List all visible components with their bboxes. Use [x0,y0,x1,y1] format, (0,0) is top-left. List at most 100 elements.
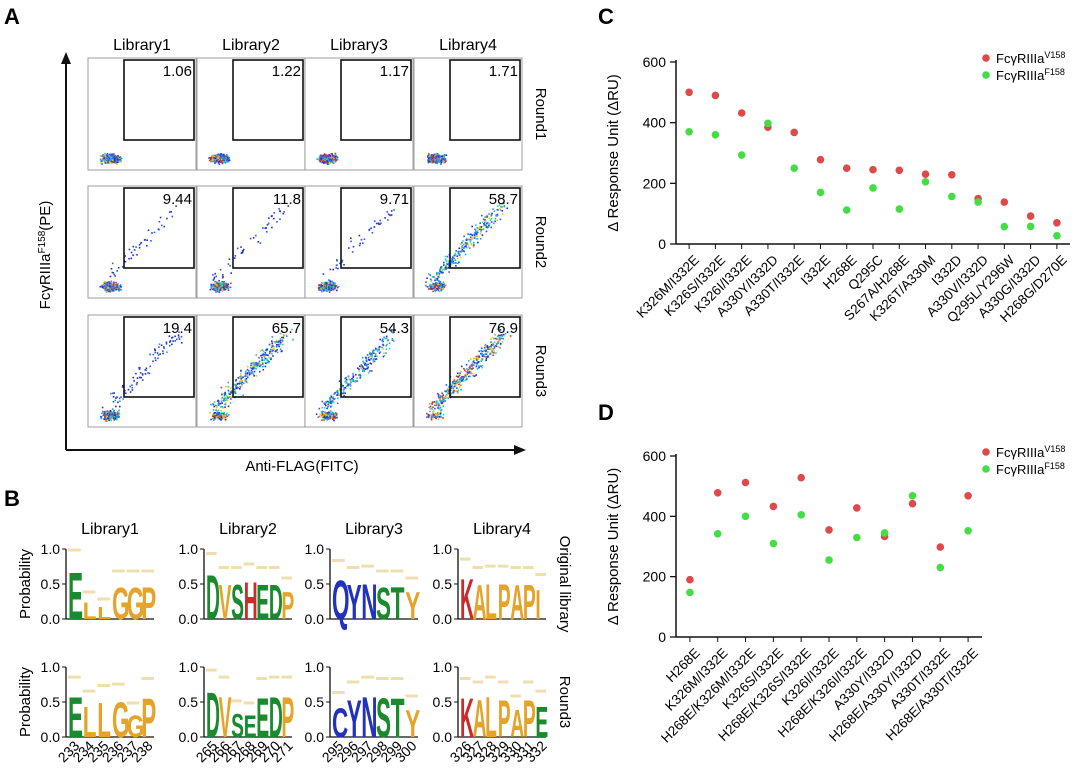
a-event-dot [114,156,116,158]
a-event-dot [435,289,437,291]
a-event-dot [223,415,225,418]
a-event-dot [215,404,217,407]
a-event-dot [335,391,338,393]
a-event-dot [478,350,480,353]
a-event-dot [325,400,327,403]
a-event-dot [438,396,440,399]
a-event-dot [115,397,117,399]
a-event-dot [279,332,282,335]
a-event-dot [322,162,325,164]
a-event-dot [107,287,109,289]
a-event-dot [332,401,335,403]
a-event-dot [112,157,115,160]
a-event-dot [387,219,389,221]
a-event-dot [139,372,142,374]
a-event-dot [389,214,391,217]
a-event-dot [432,412,435,415]
a-event-dot [345,385,348,387]
a-event-dot [385,345,387,347]
a-event-dot [250,362,253,365]
a-event-dot [477,229,479,231]
a-event-dot [352,376,354,378]
a-event-dot [329,397,332,400]
a-event-dot [115,288,117,291]
a-event-dot [133,249,136,251]
a-event-dot [445,259,447,262]
a-event-dot [486,214,488,217]
a-event-dot [323,284,325,287]
a-event-dot [253,370,256,373]
a-event-dot [323,417,325,420]
a-event-dot [115,415,118,418]
a-event-dot [115,155,117,158]
a-event-dot [250,364,252,367]
a-event-dot [455,250,457,252]
a-event-dot [209,288,212,291]
a-event-dot [352,375,355,377]
a-event-dot [253,362,256,364]
a-event-dot [336,394,338,396]
a-event-dot [350,381,352,384]
a-event-dot [322,155,324,158]
a-event-dot [499,208,501,210]
a-event-dot [325,287,327,289]
a-event-dot [220,289,222,291]
a-event-dot [375,222,378,225]
a-event-dot [117,416,120,418]
a-event-dot [368,351,371,354]
a-event-dot [213,284,216,287]
a-event-dot [228,393,230,395]
a-event-dot [440,156,443,159]
a-event-dot [241,381,244,384]
a-event-dot [432,284,434,287]
a-event-dot [326,415,328,418]
a-event-dot [339,394,341,397]
a-event-dot [330,159,332,162]
a-event-dot [499,343,502,346]
a-event-dot [480,229,482,232]
a-event-dot [234,390,237,393]
a-event-dot [234,255,237,257]
a-event-dot [318,289,321,291]
a-event-dot [159,216,162,219]
a-event-dot [116,161,119,164]
a-event-dot [264,352,267,354]
a-event-dot [467,372,470,374]
a-event-dot [433,160,436,162]
a-event-dot [158,343,161,345]
a-event-dot [110,155,112,158]
a-event-dot [367,358,370,361]
a-event-dot [439,397,442,399]
a-event-dot [329,280,332,282]
a-event-dot [440,155,443,158]
a-event-dot [434,412,437,415]
a-event-dot [506,207,508,210]
a-event-dot [473,375,476,377]
a-event-dot [127,388,130,391]
a-event-dot [329,413,331,415]
a-event-dot [439,413,442,416]
a-event-dot [223,411,225,414]
a-event-dot [487,222,489,224]
a-event-dot [328,413,330,415]
a-event-dot [219,268,222,271]
a-event-dot [222,286,225,288]
a-event-dot [213,414,216,416]
a-event-dot [227,160,230,163]
a-event-dot [487,351,489,353]
a-event-dot [428,156,431,159]
a-event-dot [483,223,485,225]
a-event-dot [222,283,224,285]
a-event-dot [322,416,325,418]
a-event-dot [430,280,433,282]
a-event-dot [496,219,499,221]
a-event-dot [378,223,380,225]
a-event-dot [359,365,361,367]
a-event-dot [428,415,431,417]
a-event-dot [221,285,223,287]
a-event-dot [255,234,257,237]
a-event-dot [456,387,458,389]
a-event-dot [277,345,279,348]
a-event-dot [432,160,434,163]
a-event-dot [216,412,218,415]
